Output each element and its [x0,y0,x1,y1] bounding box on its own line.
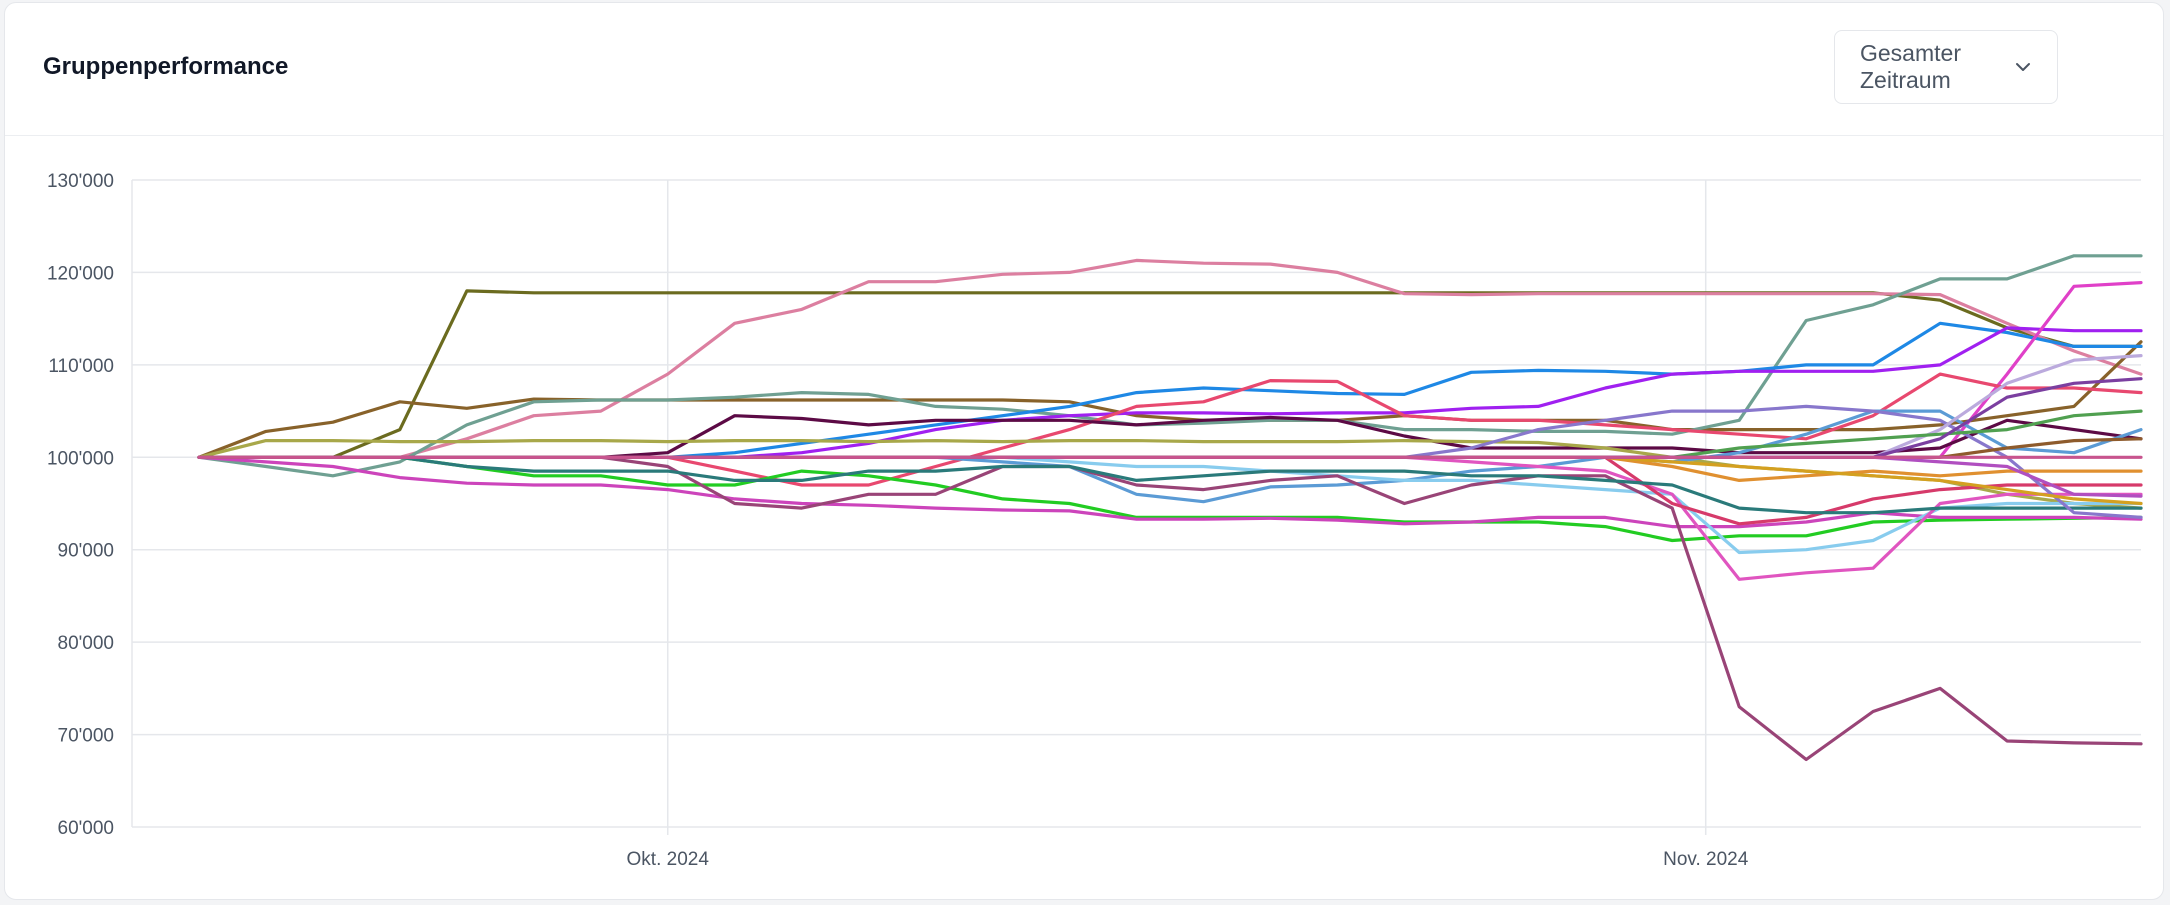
time-range-selected: Gesamter Zeitraum [1860,40,1961,93]
series-line-9 [197,414,2143,459]
series-line-2 [197,258,2143,459]
y-axis: 60'000 70'000 80'000 90'000 100'000 110'000 12… [47,171,114,839]
time-range-select[interactable]: Gesamter Zeitraum [1834,30,2058,104]
series-line-13 [197,455,2143,529]
y-tick-label: 70'000 [58,726,114,747]
card-title: Gruppenperformance [43,53,289,80]
series-line-6 [197,326,2143,459]
y-tick-label: 130'000 [47,171,114,192]
card-header: Gruppenperformance Gesamter Zeitraum [5,3,2163,136]
series-line-17 [197,455,2143,762]
y-tick-label: 110'000 [48,356,114,377]
y-tick-label: 120'000 [47,263,114,284]
chart-series [197,254,2143,762]
series-line-12 [197,455,2143,543]
y-tick-label: 60'000 [58,818,114,839]
x-axis: Okt. 2024 Nov. 2024 [627,849,1749,870]
y-tick-label: 80'000 [58,633,114,654]
performance-card: Gruppenperformance Gesamter Zeitraum [4,2,2164,900]
y-tick-label: 90'000 [58,541,114,562]
y-tick-label: 100'000 [47,448,114,469]
x-tick-label: Nov. 2024 [1663,849,1749,870]
chevron-down-icon [2016,63,2030,71]
series-line-18 [197,455,2143,515]
series-line-5 [197,321,2143,459]
x-tick-label: Okt. 2024 [627,849,710,870]
